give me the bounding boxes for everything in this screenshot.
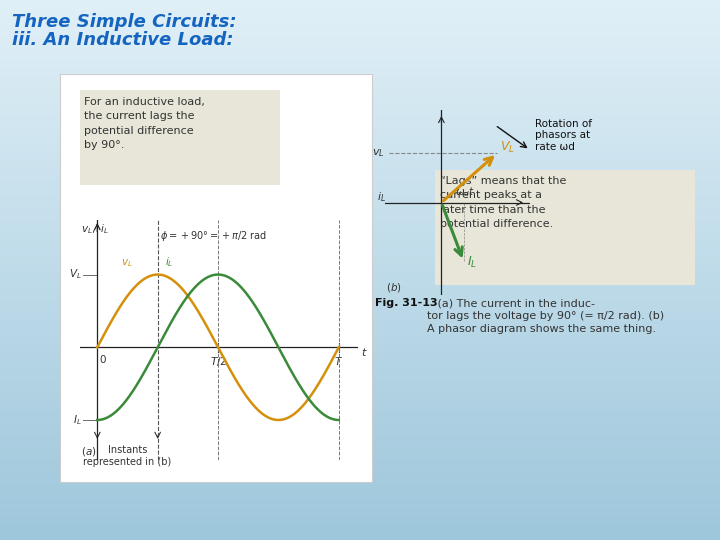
Text: (a) The current in the induc-
tor lags the voltage by 90° (= π/2 rad). (b)
A pha: (a) The current in the induc- tor lags t…	[427, 298, 664, 334]
Text: iii. An Inductive Load:: iii. An Inductive Load:	[12, 31, 233, 49]
Bar	[60, 74, 372, 482]
Text: $i_L$: $i_L$	[165, 255, 173, 269]
Text: Fig. 31-13: Fig. 31-13	[375, 298, 438, 308]
Text: $V_L$: $V_L$	[69, 268, 82, 281]
Text: $(a)$: $(a)$	[81, 445, 96, 458]
Bar	[435, 170, 695, 285]
Text: $t$: $t$	[361, 346, 368, 357]
Text: Rotation of
phasors at
rate ωd: Rotation of phasors at rate ωd	[535, 119, 592, 152]
Text: $\phi= +90° = +\pi/2\ \rm{rad}$: $\phi= +90° = +\pi/2\ \rm{rad}$	[160, 230, 267, 244]
Text: $T$: $T$	[334, 355, 343, 367]
Text: $v_L$: $v_L$	[372, 147, 384, 159]
Text: $0$: $0$	[99, 353, 107, 365]
Text: For an inductive load,
the current lags the
potential difference
by 90°.: For an inductive load, the current lags …	[84, 97, 205, 150]
Text: $\omega_d t$: $\omega_d t$	[456, 185, 475, 199]
Text: $T/2$: $T/2$	[210, 355, 227, 368]
Text: $I_L$: $I_L$	[73, 413, 82, 427]
Text: $(b)$: $(b)$	[386, 281, 402, 294]
Text: $v_L,\ i_L$: $v_L,\ i_L$	[81, 222, 109, 236]
Text: $I_L$: $I_L$	[467, 255, 477, 271]
Bar	[80, 90, 280, 185]
Text: “Lags” means that the
current peaks at a
later time than the
potential differenc: “Lags” means that the current peaks at a…	[440, 176, 567, 229]
Text: Instants
represented in (b): Instants represented in (b)	[84, 446, 171, 467]
Text: Three Simple Circuits:: Three Simple Circuits:	[12, 13, 237, 31]
Text: $v_L$: $v_L$	[121, 257, 133, 269]
Text: $i_L$: $i_L$	[377, 191, 386, 205]
Text: $V_L$: $V_L$	[500, 140, 516, 155]
